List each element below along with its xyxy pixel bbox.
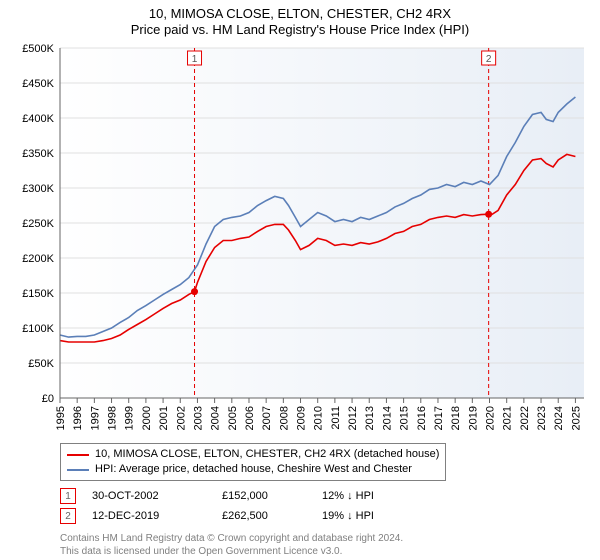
svg-text:2017: 2017 <box>433 406 445 430</box>
svg-text:2021: 2021 <box>502 406 514 430</box>
svg-text:£100K: £100K <box>22 323 54 335</box>
svg-text:2005: 2005 <box>227 406 239 430</box>
copyright: Contains HM Land Registry data © Crown c… <box>60 532 403 558</box>
svg-text:£450K: £450K <box>22 78 54 90</box>
svg-text:2010: 2010 <box>313 406 325 430</box>
legend-item: HPI: Average price, detached house, Ches… <box>67 462 439 477</box>
svg-text:£300K: £300K <box>22 183 54 195</box>
svg-text:£250K: £250K <box>22 218 54 230</box>
sale-marker: 2 <box>60 508 76 524</box>
sale-row: 2 12-DEC-2019£262,50019% ↓ HPI <box>60 506 374 526</box>
svg-text:£150K: £150K <box>22 288 54 300</box>
svg-text:2003: 2003 <box>192 406 204 430</box>
svg-text:£0: £0 <box>42 393 54 405</box>
svg-text:2: 2 <box>486 54 492 65</box>
price-chart: £0 £50K £100K £150K £200K £250K £300K £350K £400… <box>0 0 600 440</box>
svg-text:2000: 2000 <box>141 406 153 430</box>
svg-text:1999: 1999 <box>124 406 136 430</box>
copyright-line2: This data is licensed under the Open Gov… <box>60 545 403 558</box>
sale-marker: 1 <box>60 488 76 504</box>
svg-text:2013: 2013 <box>364 406 376 430</box>
sale-row: 1 30-OCT-2002£152,00012% ↓ HPI <box>60 486 374 506</box>
svg-text:2018: 2018 <box>450 406 462 430</box>
svg-text:2023: 2023 <box>536 406 548 430</box>
svg-text:1997: 1997 <box>89 406 101 430</box>
legend-swatch <box>67 454 89 456</box>
sale-hpi-diff: 12% ↓ HPI <box>322 490 374 502</box>
sale-hpi-diff: 19% ↓ HPI <box>322 510 374 522</box>
svg-text:2020: 2020 <box>485 406 497 430</box>
svg-text:2011: 2011 <box>330 406 342 430</box>
svg-text:2007: 2007 <box>261 406 273 430</box>
svg-text:£200K: £200K <box>22 253 54 265</box>
svg-text:1998: 1998 <box>107 406 119 430</box>
svg-text:2006: 2006 <box>244 406 256 430</box>
svg-text:£350K: £350K <box>22 148 54 160</box>
svg-text:1996: 1996 <box>72 406 84 430</box>
svg-text:2001: 2001 <box>158 406 170 430</box>
sale-date: 30-OCT-2002 <box>92 490 222 502</box>
svg-text:£500K: £500K <box>22 43 54 55</box>
svg-text:2002: 2002 <box>175 406 187 430</box>
svg-text:2022: 2022 <box>519 406 531 430</box>
svg-text:2024: 2024 <box>553 406 565 430</box>
svg-text:1995: 1995 <box>55 406 67 430</box>
legend: 10, MIMOSA CLOSE, ELTON, CHESTER, CH2 4R… <box>60 443 446 481</box>
svg-text:2019: 2019 <box>467 406 479 430</box>
legend-item: 10, MIMOSA CLOSE, ELTON, CHESTER, CH2 4R… <box>67 447 439 462</box>
svg-text:2015: 2015 <box>399 406 411 430</box>
sales-table: 1 30-OCT-2002£152,00012% ↓ HPI 2 12-DEC-201… <box>60 486 374 526</box>
legend-label: 10, MIMOSA CLOSE, ELTON, CHESTER, CH2 4R… <box>95 447 439 462</box>
svg-text:£50K: £50K <box>28 358 54 370</box>
svg-text:2014: 2014 <box>381 406 393 430</box>
legend-swatch <box>67 469 89 471</box>
copyright-line1: Contains HM Land Registry data © Crown c… <box>60 532 403 545</box>
svg-text:2016: 2016 <box>416 406 428 430</box>
sale-price: £152,000 <box>222 490 322 502</box>
svg-text:2009: 2009 <box>296 406 308 430</box>
svg-text:2004: 2004 <box>210 406 222 430</box>
sale-price: £262,500 <box>222 510 322 522</box>
svg-text:1: 1 <box>192 54 198 65</box>
svg-text:2008: 2008 <box>278 406 290 430</box>
svg-text:2012: 2012 <box>347 406 359 430</box>
sale-date: 12-DEC-2019 <box>92 510 222 522</box>
legend-label: HPI: Average price, detached house, Ches… <box>95 462 412 477</box>
svg-text:2025: 2025 <box>570 406 582 430</box>
svg-text:£400K: £400K <box>22 113 54 125</box>
